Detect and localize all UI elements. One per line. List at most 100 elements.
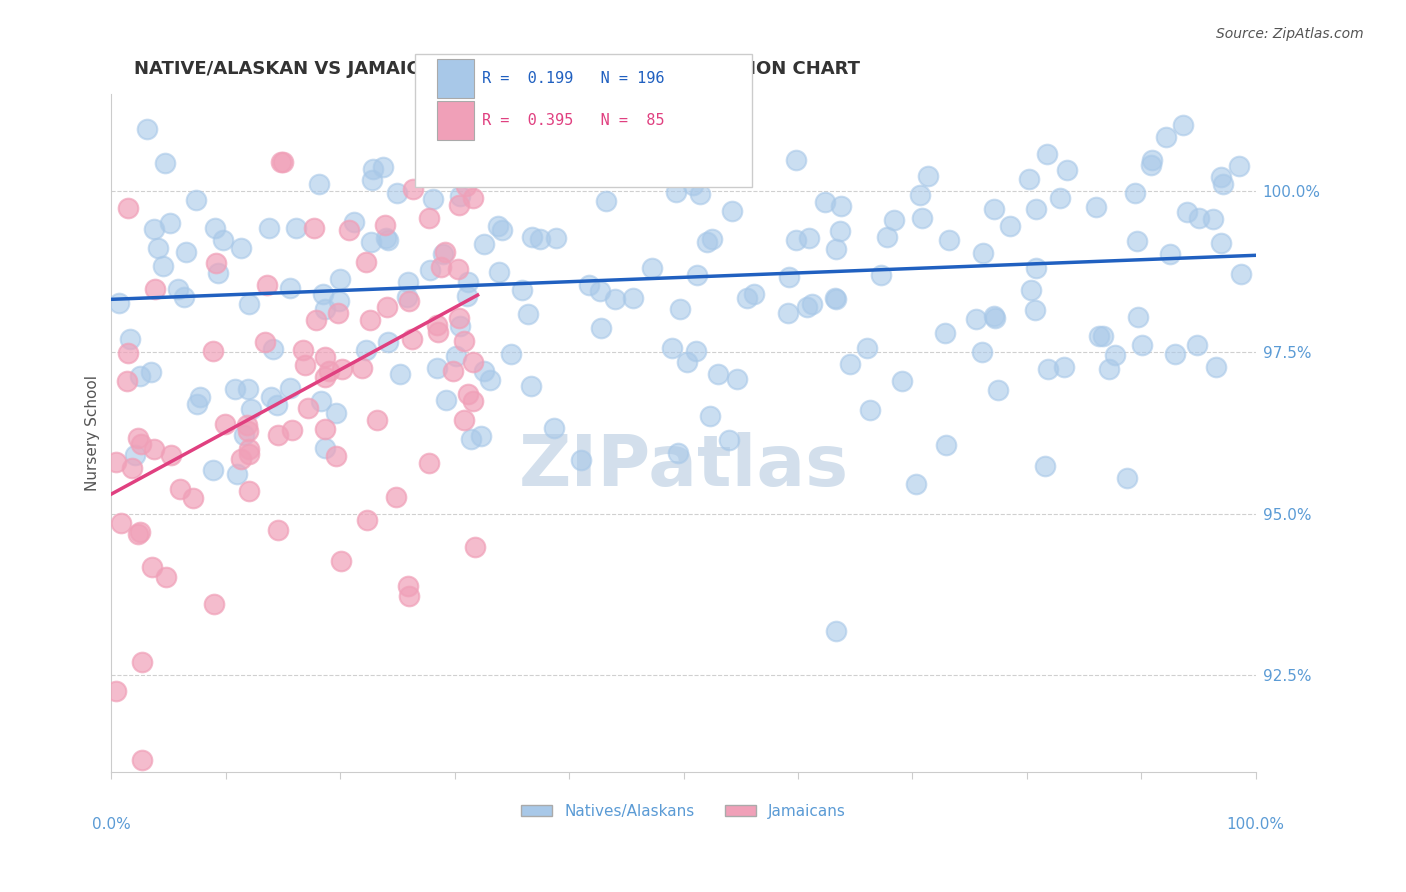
Natives/Alaskans	[1229, 267, 1251, 281]
Natives/Alaskans	[1035, 147, 1057, 161]
Natives/Alaskans	[696, 235, 718, 250]
Natives/Alaskans	[983, 310, 1005, 324]
Natives/Alaskans	[422, 192, 444, 206]
Natives/Alaskans	[449, 318, 471, 333]
Natives/Alaskans	[262, 342, 284, 356]
Jamaicans	[238, 424, 260, 438]
Natives/Alaskans	[432, 247, 454, 261]
Natives/Alaskans	[388, 367, 411, 381]
Jamaicans	[155, 570, 177, 584]
Jamaicans	[328, 306, 350, 320]
Natives/Alaskans	[938, 233, 960, 247]
Natives/Alaskans	[188, 390, 211, 404]
Natives/Alaskans	[354, 343, 377, 358]
Text: 100.0%: 100.0%	[1227, 817, 1285, 831]
Natives/Alaskans	[295, 7, 318, 21]
Jamaicans	[127, 432, 149, 446]
Natives/Alaskans	[361, 173, 384, 187]
Jamaicans	[143, 442, 166, 457]
Natives/Alaskans	[665, 185, 688, 199]
Natives/Alaskans	[1115, 470, 1137, 484]
Natives/Alaskans	[785, 153, 807, 167]
Natives/Alaskans	[797, 231, 820, 245]
Jamaicans	[253, 335, 276, 350]
Natives/Alaskans	[972, 245, 994, 260]
Jamaicans	[318, 364, 340, 378]
Jamaicans	[214, 417, 236, 432]
Natives/Alaskans	[212, 233, 235, 247]
Natives/Alaskans	[129, 368, 152, 383]
Natives/Alaskans	[1130, 337, 1153, 351]
Jamaicans	[461, 394, 484, 409]
Jamaicans	[418, 456, 440, 470]
Y-axis label: Nursery School: Nursery School	[86, 375, 100, 491]
Natives/Alaskans	[226, 467, 249, 482]
Natives/Alaskans	[742, 286, 765, 301]
Natives/Alaskans	[159, 216, 181, 230]
Natives/Alaskans	[260, 390, 283, 404]
Natives/Alaskans	[186, 397, 208, 411]
Natives/Alaskans	[1019, 283, 1042, 297]
Natives/Alaskans	[314, 441, 336, 455]
Natives/Alaskans	[488, 265, 510, 279]
Natives/Alaskans	[444, 349, 467, 363]
Natives/Alaskans	[858, 402, 880, 417]
Natives/Alaskans	[201, 462, 224, 476]
Jamaicans	[129, 437, 152, 451]
Jamaicans	[375, 300, 398, 314]
Natives/Alaskans	[1098, 362, 1121, 376]
Jamaicans	[141, 559, 163, 574]
Natives/Alaskans	[377, 334, 399, 349]
Jamaicans	[236, 418, 259, 433]
Natives/Alaskans	[457, 275, 479, 289]
Jamaicans	[110, 516, 132, 531]
Natives/Alaskans	[312, 287, 335, 301]
Text: ZIPatlas: ZIPatlas	[519, 433, 849, 501]
Jamaicans	[356, 513, 378, 527]
Natives/Alaskans	[1104, 348, 1126, 362]
Natives/Alaskans	[396, 275, 419, 289]
Jamaicans	[169, 482, 191, 496]
Jamaicans	[461, 113, 484, 128]
Natives/Alaskans	[1180, 70, 1202, 85]
Natives/Alaskans	[685, 344, 707, 359]
Natives/Alaskans	[876, 229, 898, 244]
Jamaicans	[238, 483, 260, 498]
Jamaicans	[202, 597, 225, 611]
Natives/Alaskans	[838, 357, 860, 371]
Jamaicans	[432, 127, 454, 141]
Natives/Alaskans	[1125, 186, 1147, 201]
Jamaicans	[314, 351, 336, 365]
Jamaicans	[104, 455, 127, 469]
Natives/Alaskans	[510, 283, 533, 297]
Natives/Alaskans	[776, 306, 799, 320]
Natives/Alaskans	[1140, 153, 1163, 167]
Natives/Alaskans	[136, 122, 159, 136]
Natives/Alaskans	[173, 290, 195, 304]
Natives/Alaskans	[984, 310, 1007, 325]
Natives/Alaskans	[1187, 337, 1209, 351]
Natives/Alaskans	[1164, 347, 1187, 361]
Jamaicans	[127, 527, 149, 541]
Natives/Alaskans	[1205, 359, 1227, 374]
Natives/Alaskans	[449, 189, 471, 203]
Natives/Alaskans	[314, 301, 336, 316]
Natives/Alaskans	[883, 212, 905, 227]
Natives/Alaskans	[965, 312, 987, 326]
Natives/Alaskans	[796, 300, 818, 314]
Jamaicans	[447, 262, 470, 277]
Natives/Alaskans	[472, 364, 495, 378]
Jamaicans	[238, 447, 260, 461]
Jamaicans	[143, 282, 166, 296]
Natives/Alaskans	[139, 365, 162, 379]
Jamaicans	[456, 179, 478, 194]
Natives/Alaskans	[284, 220, 307, 235]
Natives/Alaskans	[800, 297, 823, 311]
Natives/Alaskans	[1175, 205, 1198, 219]
Text: 0.0%: 0.0%	[91, 817, 131, 831]
Natives/Alaskans	[278, 281, 301, 295]
Jamaicans	[121, 461, 143, 475]
Natives/Alaskans	[167, 282, 190, 296]
Natives/Alaskans	[419, 263, 441, 277]
Natives/Alaskans	[917, 169, 939, 183]
